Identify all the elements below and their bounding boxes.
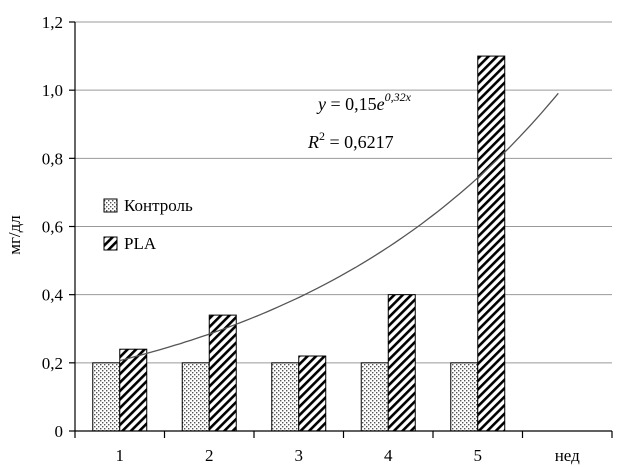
legend-swatch-control [103,198,118,213]
y-tick-label: 0,4 [42,286,64,305]
x-tick-label: 4 [384,446,393,465]
y-tick-label: 1,0 [42,81,63,100]
bar-pla-1 [119,348,148,432]
legend: Контроль PLA [103,196,193,253]
bars [92,55,506,432]
y-tick-label: 0,8 [42,149,63,168]
bar-pla-5 [477,55,506,432]
bar-control-4 [360,362,389,432]
x-tick-label: 2 [205,446,214,465]
bar-control-5 [450,362,479,432]
x-ticks: 1 2 3 4 5 нед [74,431,613,465]
y-axis-label: мг/дл [5,215,24,255]
y-tick-label: 0,2 [42,354,63,373]
r-squared-value: = 0,6217 [325,132,394,152]
grid-lines [75,21,612,364]
legend-label-pla: PLA [124,234,157,253]
y-tick-label: 1,2 [42,13,63,32]
r-squared-sup: 2 [319,129,325,143]
bar-pla-4 [387,294,416,432]
trend-equation: y = 0,15e0,32x R2 = 0,6217 [307,90,412,152]
equation-coef: = 0,15 [326,94,377,114]
x-tick-label: 1 [116,446,125,465]
x-tick-label: 3 [295,446,304,465]
legend-label-control: Контроль [124,196,193,215]
equation-y: y [316,94,326,114]
equation-exponent: 0,32x [385,90,412,104]
y-tick-label: 0,6 [42,218,63,237]
y-ticks: 0 0,2 0,4 0,6 0,8 1,0 1,2 [42,13,75,441]
legend-swatch-pla [103,236,118,251]
trend-line [119,92,559,362]
equation-base: e [377,94,385,114]
r-squared-r: R [307,132,319,152]
y-tick-label: 0 [55,422,64,441]
bar-control-3 [271,362,300,432]
x-tick-label: нед [555,446,580,465]
bar-control-2 [181,362,210,432]
bar-pla-3 [298,355,327,432]
equation-text: y = 0,15e0,32x [316,90,412,114]
x-tick-label: 5 [474,446,483,465]
bar-control-1 [92,362,121,432]
bar-pla-2 [208,314,237,432]
r-squared-text: R2 = 0,6217 [307,129,394,152]
